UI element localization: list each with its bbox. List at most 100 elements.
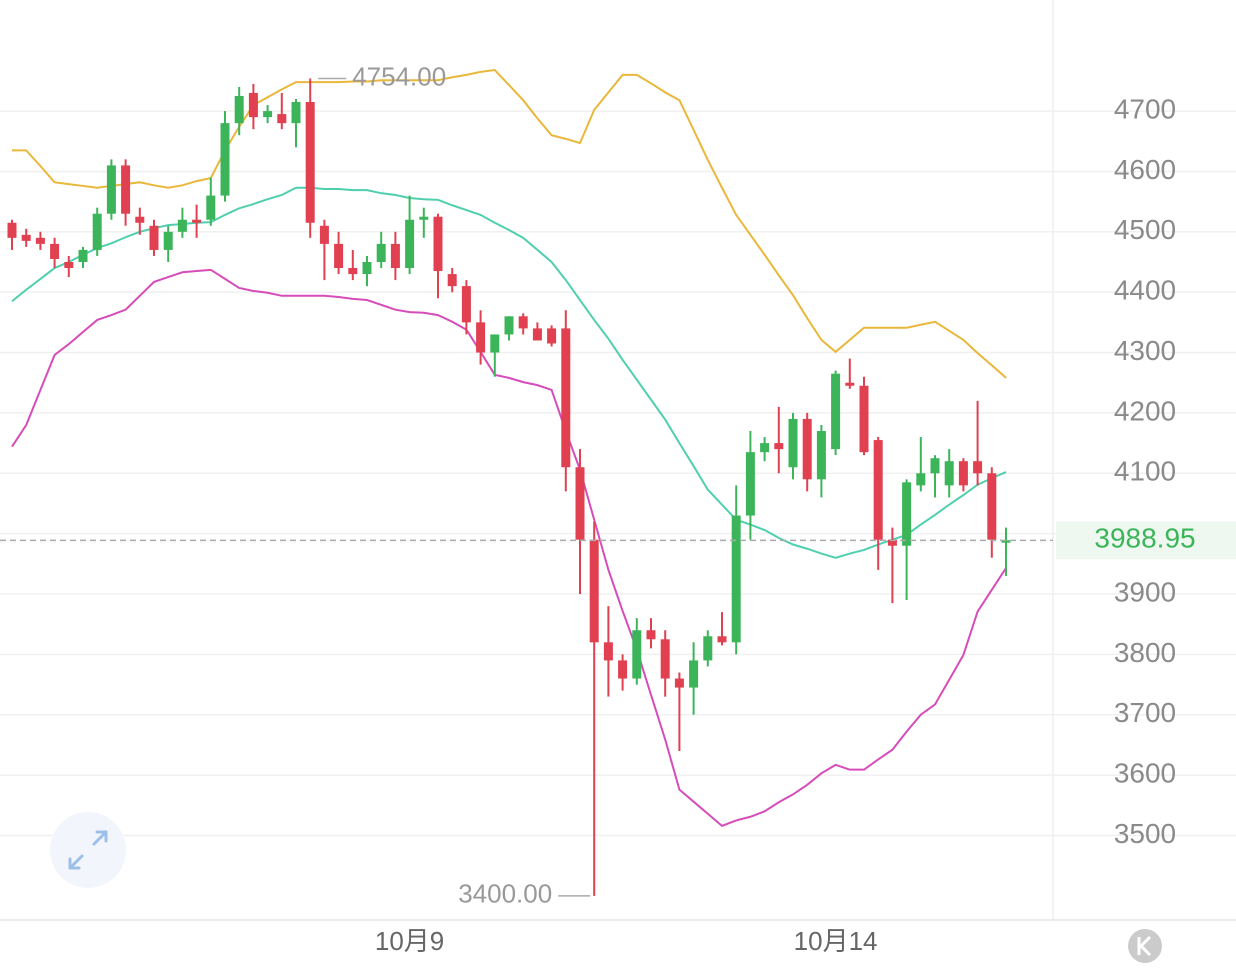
candle-body	[92, 213, 102, 250]
band-line	[11, 186, 1007, 559]
candle-body	[433, 216, 443, 272]
y-tick-label: 3800	[1114, 637, 1176, 668]
candle-body	[674, 678, 684, 688]
candle-body	[987, 473, 997, 540]
k-button-bg[interactable]	[1128, 929, 1162, 963]
candle-body	[618, 660, 628, 679]
candle-body	[106, 165, 116, 214]
y-tick-label: 4500	[1114, 214, 1176, 245]
candle-body	[816, 431, 826, 480]
candle-body	[873, 440, 883, 540]
candle-body	[802, 418, 812, 480]
candle-body	[348, 268, 358, 275]
candle-body	[461, 286, 471, 323]
candle-body	[319, 225, 329, 244]
candle-body	[944, 461, 954, 486]
low-label: 3400.00	[458, 879, 552, 909]
candle-body	[64, 261, 74, 269]
candle-body	[405, 219, 415, 269]
candle-body	[887, 539, 897, 546]
candle-body	[476, 322, 486, 353]
candle-body	[50, 243, 60, 259]
candle-body	[390, 243, 400, 269]
band-line	[11, 268, 1007, 827]
y-tick-label: 4400	[1114, 275, 1176, 306]
candle-body	[177, 219, 187, 232]
last-price-box	[1056, 521, 1236, 560]
expand-button[interactable]	[50, 812, 126, 888]
candle-body	[121, 165, 131, 214]
y-tick-label: 4100	[1114, 456, 1176, 487]
candle-body	[589, 539, 599, 643]
y-tick-label: 3500	[1114, 818, 1176, 849]
candle-body	[760, 443, 770, 453]
candle-body	[234, 95, 244, 124]
y-tick-label: 4700	[1114, 93, 1176, 124]
candle-body	[859, 385, 869, 453]
candle-body	[845, 382, 855, 386]
candle-body	[21, 234, 31, 241]
candle-body	[575, 467, 585, 540]
candle-body	[263, 111, 273, 118]
candle-body	[490, 334, 500, 353]
y-tick-label: 4300	[1114, 335, 1176, 366]
band-line	[12, 68, 1007, 379]
candle-body	[248, 92, 258, 118]
candle-body	[788, 418, 798, 468]
x-tick-label: 10月9	[375, 926, 444, 956]
candle-body	[362, 261, 372, 275]
expand-icon[interactable]	[68, 830, 108, 870]
candle-body	[632, 630, 642, 679]
candle-body	[291, 102, 301, 124]
candle-body	[703, 636, 713, 661]
candle-body	[419, 216, 429, 220]
candle-body	[731, 515, 741, 643]
k-button[interactable]	[1128, 929, 1162, 963]
candle-body	[717, 636, 727, 643]
candle-body	[1001, 540, 1011, 543]
candle-body	[973, 461, 983, 474]
y-tick-label: 4600	[1114, 154, 1176, 185]
candle-body	[774, 443, 784, 450]
candle-body	[7, 222, 17, 238]
candle-body	[35, 237, 45, 244]
candle-body	[376, 243, 386, 262]
candle-body	[334, 243, 344, 269]
expand-button-bg[interactable]	[50, 812, 126, 888]
y-tick-label: 4200	[1114, 395, 1176, 426]
candle-body	[163, 231, 173, 250]
candle-body	[206, 195, 216, 220]
candle-body	[78, 249, 88, 262]
candle-body	[532, 328, 542, 341]
y-tick-label: 3600	[1114, 758, 1176, 789]
candle-body	[220, 123, 230, 196]
candle-body	[689, 660, 699, 688]
candle-body	[958, 461, 968, 486]
candle-body	[660, 639, 670, 679]
candle-body	[504, 316, 514, 335]
candle-body	[192, 219, 202, 223]
candle-body	[135, 216, 145, 223]
candle-body	[547, 328, 557, 344]
candle-body	[518, 316, 528, 329]
candle-body	[902, 482, 912, 546]
candle-body	[561, 328, 571, 468]
k-icon[interactable]	[1137, 935, 1152, 957]
candle-body	[603, 642, 613, 661]
x-tick-label: 10月14	[794, 926, 878, 956]
candle-body	[305, 102, 315, 223]
candle-body	[447, 274, 457, 287]
candle-body	[646, 630, 656, 640]
grid	[0, 110, 1236, 837]
y-tick-label: 3700	[1114, 697, 1176, 728]
candle-body	[916, 473, 926, 486]
last-price-label: 3988.95	[1094, 523, 1195, 554]
candle-body	[277, 114, 287, 124]
candle-body	[930, 458, 940, 474]
candle-body	[745, 452, 755, 516]
candle-body	[831, 373, 841, 450]
candle-body	[149, 225, 159, 250]
y-tick-label: 3900	[1114, 576, 1176, 607]
